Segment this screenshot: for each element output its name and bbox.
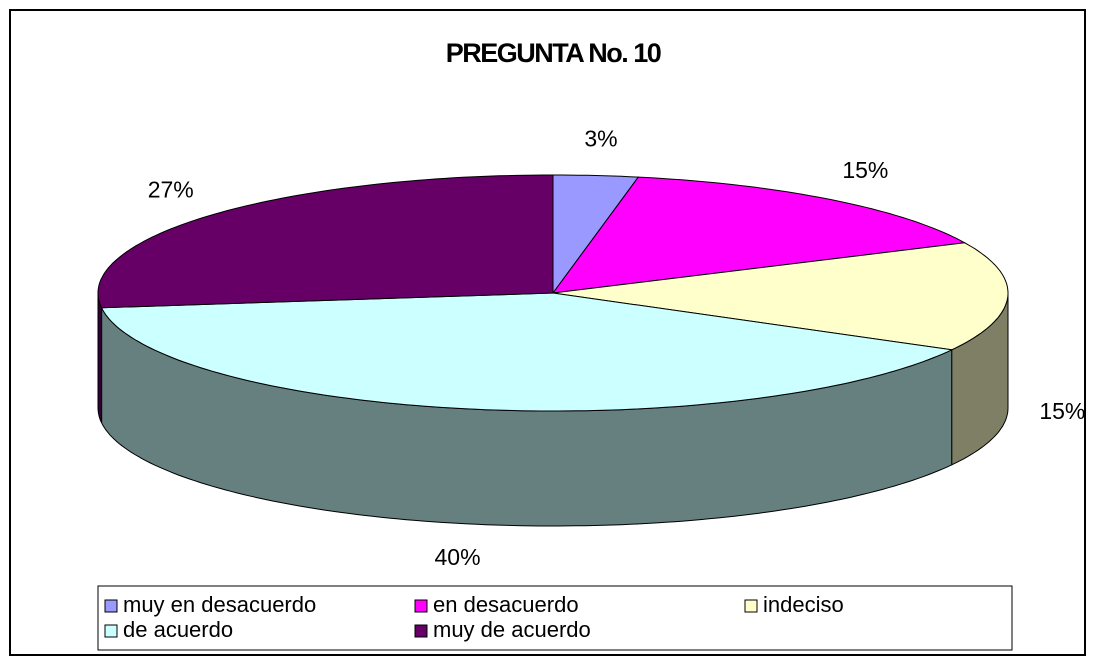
legend-label: de acuerdo: [123, 617, 233, 642]
legend-swatch: [414, 624, 428, 638]
legend-label: indeciso: [763, 592, 844, 617]
data-label: 40%: [434, 544, 480, 570]
slice: [97, 174, 554, 309]
legend-label: muy en desacuerdo: [123, 592, 316, 617]
legend-label: muy de acuerdo: [433, 617, 591, 642]
legend-box: [97, 585, 1013, 651]
data-label: 3%: [584, 125, 617, 151]
legend-label: en desacuerdo: [433, 592, 579, 617]
slice: [100, 292, 954, 412]
data-label: 15%: [1039, 398, 1085, 424]
pie: [97, 174, 1009, 527]
data-label: 27%: [148, 177, 194, 203]
slice: [552, 242, 1009, 351]
legend-swatch: [104, 599, 118, 613]
legend-swatch: [104, 624, 118, 638]
chart-title: PREGUNTA No. 10: [446, 38, 661, 68]
legend-swatch: [744, 599, 758, 613]
legend-swatch: [414, 599, 428, 613]
data-label: 15%: [842, 157, 888, 183]
slice-side: [97, 292, 103, 424]
slice: [551, 176, 967, 294]
